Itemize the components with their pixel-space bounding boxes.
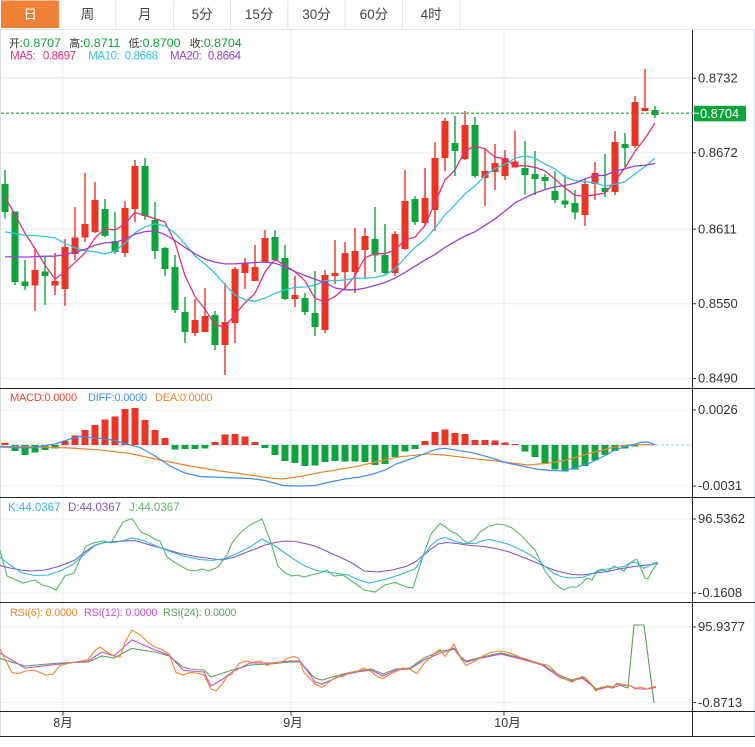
svg-text:0.8672: 0.8672 xyxy=(698,145,738,160)
svg-text:日: 日 xyxy=(23,7,37,22)
svg-text:DIFF:0.0000: DIFF:0.0000 xyxy=(88,392,147,404)
svg-text:MA20:: MA20: xyxy=(170,51,201,63)
svg-text:0.8732: 0.8732 xyxy=(698,71,738,86)
svg-text:0.8550: 0.8550 xyxy=(698,296,738,311)
svg-text:0.8611: 0.8611 xyxy=(698,221,737,236)
svg-text:0.8664: 0.8664 xyxy=(208,51,242,63)
svg-text:MACD:0.0000: MACD:0.0000 xyxy=(10,392,77,404)
svg-text:0.8697: 0.8697 xyxy=(43,51,76,63)
svg-text:MA10:: MA10: xyxy=(88,51,119,63)
svg-text:月: 月 xyxy=(138,7,152,22)
svg-text::: : xyxy=(139,36,142,50)
svg-text:开: 开 xyxy=(9,38,20,50)
svg-text:15分: 15分 xyxy=(245,7,274,22)
svg-text:DEA:0.0000: DEA:0.0000 xyxy=(155,392,212,404)
svg-text:0.8707: 0.8707 xyxy=(23,36,61,50)
svg-text:0.0026: 0.0026 xyxy=(698,402,738,417)
svg-text:K:44.0367: K:44.0367 xyxy=(8,502,60,514)
svg-text:30分: 30分 xyxy=(302,7,331,22)
svg-text:低: 低 xyxy=(129,37,140,50)
svg-text:周: 周 xyxy=(81,7,95,22)
svg-text:0.8704: 0.8704 xyxy=(204,36,242,50)
svg-text:9月: 9月 xyxy=(283,716,302,730)
svg-text:RSI(12): 0.0000: RSI(12): 0.0000 xyxy=(84,607,157,619)
svg-text:J:44.0367: J:44.0367 xyxy=(129,502,180,514)
svg-text:0.8704: 0.8704 xyxy=(700,106,739,121)
svg-text:0.8711: 0.8711 xyxy=(83,36,120,50)
svg-text:RSI(24): 0.0000: RSI(24): 0.0000 xyxy=(163,607,236,619)
svg-text:D:44.0367: D:44.0367 xyxy=(68,502,121,514)
svg-text:5分: 5分 xyxy=(192,7,213,22)
svg-text:95.9377: 95.9377 xyxy=(698,619,745,634)
svg-text:60分: 60分 xyxy=(360,7,389,22)
svg-text:-0.1608: -0.1608 xyxy=(698,585,742,600)
svg-text:高: 高 xyxy=(69,36,80,50)
svg-text:收: 收 xyxy=(190,36,201,50)
svg-text::: : xyxy=(80,36,83,50)
svg-text:RSI(6): 0.0000: RSI(6): 0.0000 xyxy=(10,607,78,619)
svg-text:-0.8713: -0.8713 xyxy=(698,695,742,710)
svg-text:8月: 8月 xyxy=(53,716,72,730)
svg-text:4时: 4时 xyxy=(421,7,442,22)
svg-text:-0.0031: -0.0031 xyxy=(698,478,742,493)
svg-text:96.5362: 96.5362 xyxy=(698,511,745,526)
svg-text:0.8490: 0.8490 xyxy=(698,371,738,386)
svg-text::: : xyxy=(200,36,203,50)
svg-text::: : xyxy=(20,36,23,50)
svg-text:0.8700: 0.8700 xyxy=(143,36,181,50)
svg-text:10月: 10月 xyxy=(494,716,520,730)
svg-text:0.8668: 0.8668 xyxy=(125,51,158,63)
svg-text:MA5:: MA5: xyxy=(10,51,35,63)
